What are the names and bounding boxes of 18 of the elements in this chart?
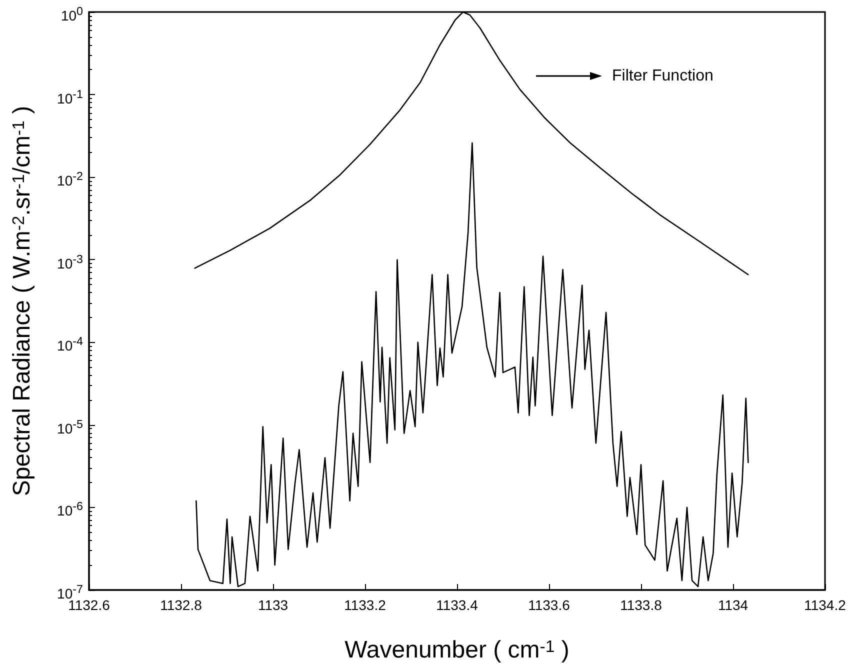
x-tick-label: 1134 bbox=[718, 597, 748, 613]
line-series bbox=[196, 142, 749, 588]
y-tick-label: 10$^{-5}$ bbox=[57, 416, 83, 438]
annotation: Filter Function bbox=[612, 68, 714, 84]
y-tick-label: 10$^{-1}$ bbox=[57, 86, 83, 108]
x-tick-label: 1134.2 bbox=[804, 597, 846, 613]
y-tick-label: 10$^{-2}$ bbox=[57, 169, 83, 190]
y-axis-title: Spectral Radiance ( W.m-2.sr-1/cm-1 ) bbox=[8, 106, 36, 496]
x-tick-label: 1133.6 bbox=[528, 597, 570, 613]
x-tick-label: 1132.8 bbox=[160, 597, 202, 613]
y-tick-label: 10$^{-3}$ bbox=[57, 252, 83, 272]
y-tick-label: 10$^{0}$ bbox=[60, 4, 83, 25]
x-tick-label: 1133.2 bbox=[344, 597, 386, 613]
x-tick-label: 1133.4 bbox=[436, 597, 478, 613]
x-tick-label: 1133 bbox=[258, 597, 288, 613]
y-tick-label: 10$^{-6}$ bbox=[57, 499, 83, 520]
y-tick-label: 10$^{-4}$ bbox=[57, 334, 83, 355]
x-tick-label: 1133.8 bbox=[620, 597, 662, 613]
